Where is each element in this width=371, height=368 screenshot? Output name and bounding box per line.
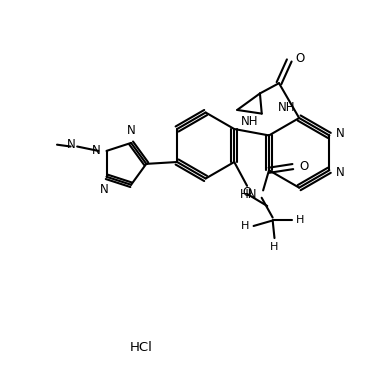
Text: H: H xyxy=(296,216,305,226)
Text: H: H xyxy=(270,243,279,252)
Text: N: N xyxy=(66,138,75,151)
Text: NH: NH xyxy=(241,116,259,128)
Text: O: O xyxy=(299,160,309,173)
Text: N: N xyxy=(336,127,345,140)
Text: N: N xyxy=(336,166,345,178)
Text: O: O xyxy=(296,52,305,65)
Text: N: N xyxy=(127,124,135,137)
Text: N: N xyxy=(92,144,100,158)
Text: H: H xyxy=(241,221,249,231)
Text: N: N xyxy=(100,183,109,196)
Text: HN: HN xyxy=(239,188,257,201)
Text: O: O xyxy=(242,186,252,199)
Text: NH: NH xyxy=(278,101,295,114)
Text: HCl: HCl xyxy=(130,341,153,354)
